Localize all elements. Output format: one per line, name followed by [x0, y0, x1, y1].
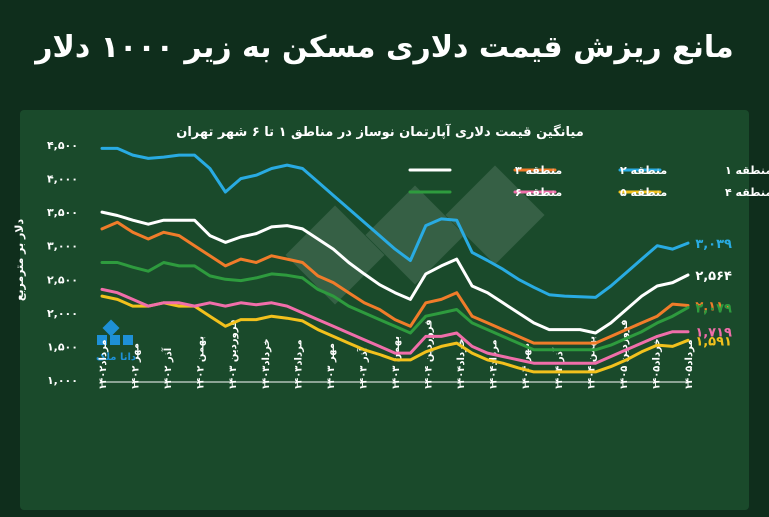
x-tick-label: خرداد۱۴۰۴ — [456, 338, 467, 390]
page-title: مانع ریزش قیمت دلاری مسکن به زیر ۱۰۰۰ دل… — [35, 30, 734, 65]
x-tick-label: خرداد۱۴۰۳ — [261, 338, 272, 390]
end-value-label: ۱,۵۹۱ — [695, 334, 732, 349]
series-line-2 — [100, 220, 690, 345]
x-tick-label: مرداد۱۴۰۵ — [684, 339, 695, 390]
y-tick-label: ۲,۰۰۰ — [47, 307, 78, 320]
y-tick-label: ۳,۵۰۰ — [47, 206, 78, 219]
series-line-1 — [100, 146, 690, 299]
x-tick-label: فروردین ۱۴۰۵ — [619, 319, 630, 390]
y-tick-label: ۴,۵۰۰ — [47, 139, 78, 152]
chart-title: میانگین قیمت دلاری آپارتمان نوساز در منا… — [176, 123, 584, 140]
end-value-label: ۲,۵۶۴ — [695, 269, 732, 284]
y-axis-label: دلار بر مترمربع — [13, 219, 26, 302]
legend-label: منطقه ۵ — [620, 186, 667, 199]
series-lines — [100, 146, 690, 374]
x-tick-label: آذر ۱۴۰۲ — [161, 347, 174, 390]
brand-logo-icon — [97, 319, 133, 345]
x-tick-label: آذر ۱۴۰۳ — [356, 347, 369, 390]
y-tick-label: ۱,۰۰۰ — [47, 374, 78, 387]
x-tick-label: بهمن ۱۴۰۳ — [391, 336, 402, 390]
legend-label: منطقه ۳ — [515, 164, 562, 177]
y-tick-label: ۲,۵۰۰ — [47, 273, 78, 286]
y-tick-label: ۱,۵۰۰ — [47, 340, 78, 353]
series-line-6 — [100, 261, 690, 352]
x-tick-label: خرداد۱۴۰۵ — [651, 338, 662, 390]
x-tick-label: مهر ۱۴۰۲ — [131, 343, 142, 390]
x-tick-label: بهمن ۱۴۰۲ — [196, 336, 207, 390]
brand-logo-text: دانا ملک — [96, 352, 136, 363]
series-line-3 — [100, 210, 690, 335]
legend-label: منطقه ۲ — [620, 164, 667, 177]
y-tick-label: ۳,۰۰۰ — [47, 240, 78, 253]
end-value-label: ۱,۷۱۹ — [695, 326, 732, 341]
x-tick-label: مرداد۱۴۰۲ — [98, 339, 109, 390]
y-axis: ۱,۰۰۰ ۱,۵۰۰ ۲,۰۰۰ ۲,۵۰۰ ۳,۰۰۰ ۳,۵۰۰ ۴,۰۰۰ ۴,۵۰۰ — [47, 139, 78, 387]
x-tick-label: مرداد۱۴۰۳ — [293, 339, 304, 390]
legend-label: منطقه ۱ — [725, 164, 769, 177]
x-tick-label: فروردین ۱۴۰۴ — [424, 319, 435, 390]
x-tick-label: آذر ۱۴۰۴ — [552, 347, 565, 390]
x-axis: مرداد۱۴۰۲ مهر ۱۴۰۲ آذر ۱۴۰۲ بهمن ۱۴۰۲ فروردی… — [98, 319, 695, 390]
y-tick-label: ۴,۰۰۰ — [47, 173, 78, 186]
x-tick-label: مرداد۱۴۰۴ — [489, 339, 500, 390]
end-value-label: ۲,۰۷۹ — [695, 302, 732, 317]
x-tick-label: مهر ۱۴۰۳ — [326, 343, 337, 390]
legend: منطقه ۱ منطقه ۲ منطقه ۳ منطقه ۴ منطقه ۵ منطقه… — [408, 164, 769, 199]
x-tick-label: مهر ۱۴۰۴ — [521, 343, 532, 390]
brand-logo: دانا ملک — [96, 319, 136, 363]
end-value-label: ۲,۱۱۰ — [695, 299, 732, 314]
series-line-5 — [100, 287, 690, 365]
legend-label: منطقه ۶ — [515, 186, 562, 199]
series-line-4 — [100, 294, 690, 374]
x-tick-label: فروردین ۱۴۰۳ — [228, 319, 239, 390]
end-value-label: ۳,۰۳۹ — [695, 237, 732, 252]
legend-label: منطقه ۴ — [725, 186, 769, 199]
